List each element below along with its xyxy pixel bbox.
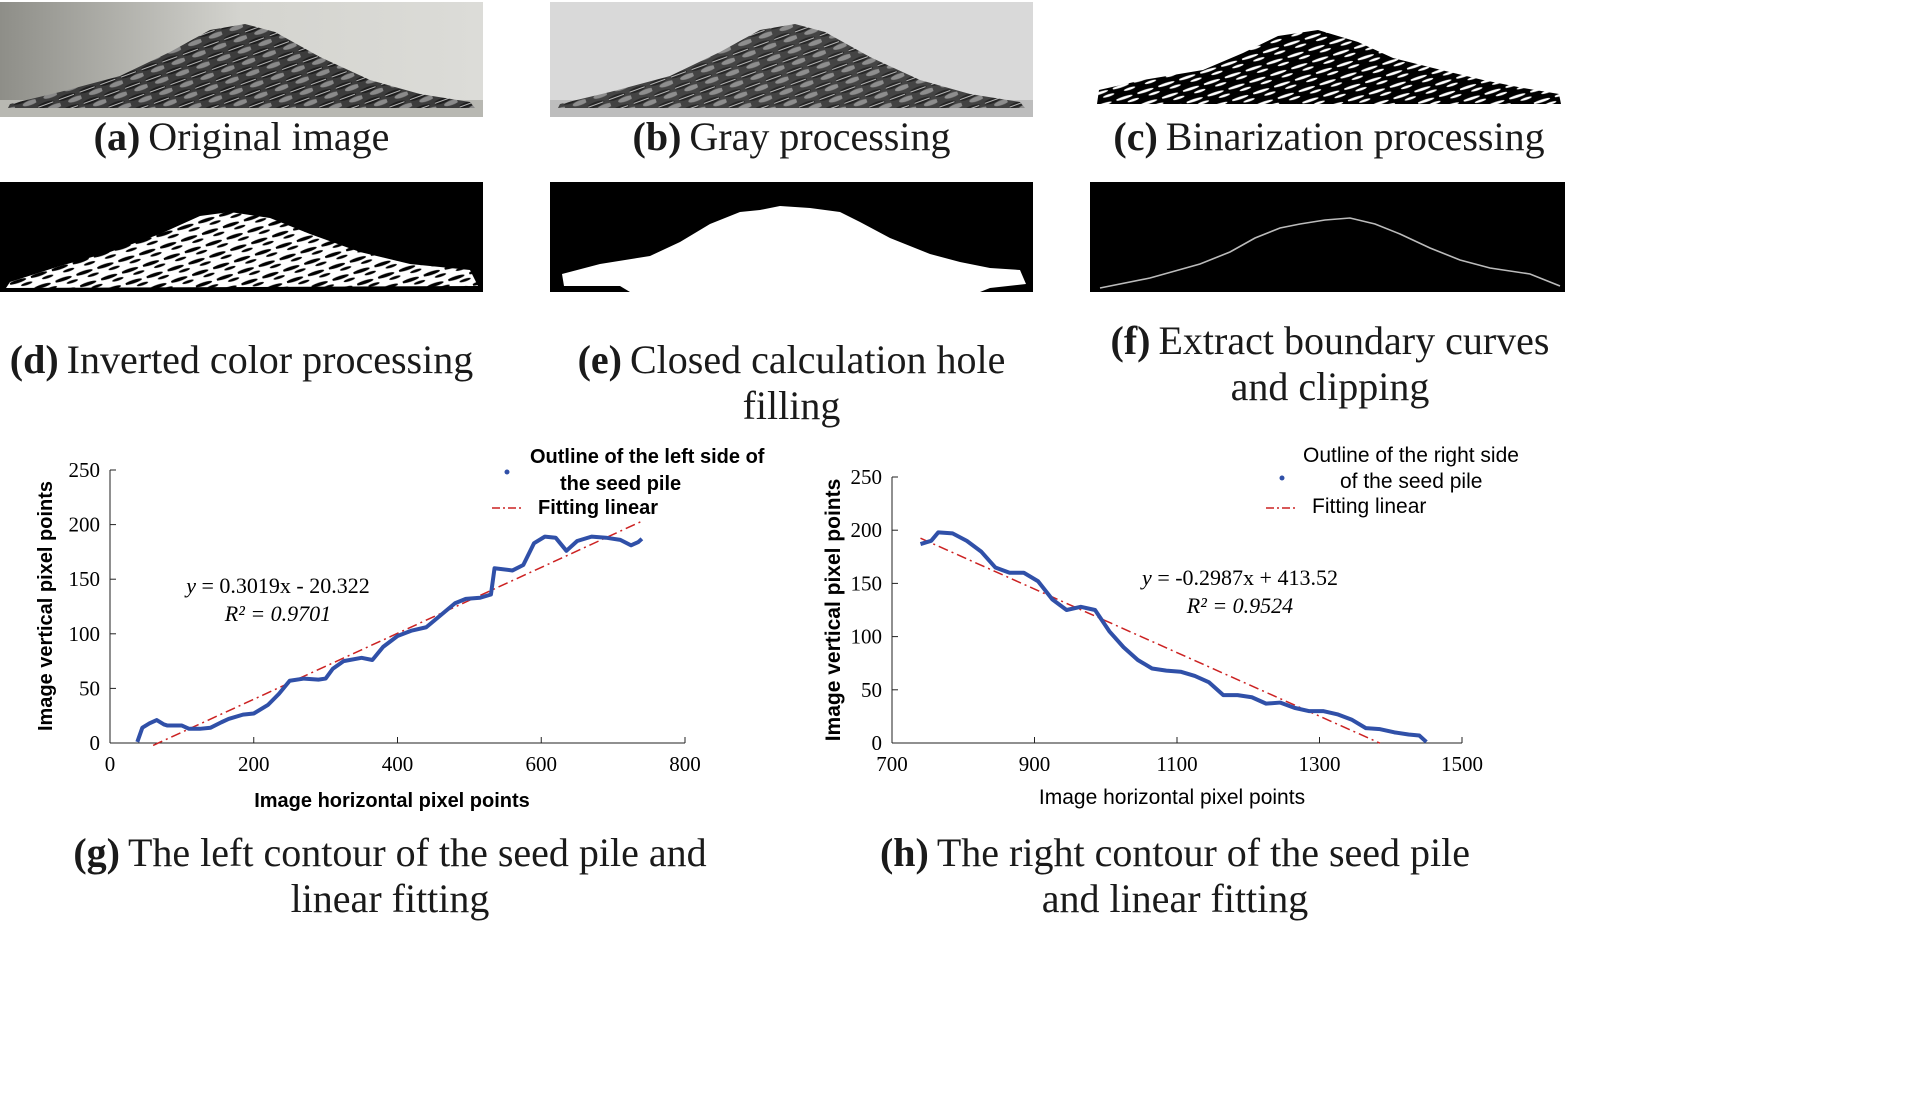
- image-gray: [550, 2, 1033, 117]
- image-binarized: [1093, 28, 1565, 108]
- y-tick-label: 200: [851, 518, 883, 542]
- legend-data-label: Outline of the right side of the seed pi…: [1303, 444, 1525, 493]
- x-tick-label: 1100: [1156, 752, 1197, 776]
- y-tick-label: 250: [851, 465, 883, 489]
- legend-fit-label: Fitting linear: [1312, 495, 1426, 518]
- fit-equation: y = 0.3019x - 20.322: [184, 573, 370, 598]
- image-original: [0, 2, 483, 117]
- fit-line: [920, 537, 1381, 744]
- y-tick-label: 200: [69, 513, 101, 537]
- legend-data-label: Outline of the left side of the seed pil…: [530, 446, 770, 495]
- x-tick-label: 800: [669, 752, 701, 776]
- data-curve: [919, 530, 1428, 744]
- fit-line: [152, 520, 643, 747]
- x-tick-label: 1500: [1441, 752, 1483, 776]
- legend-data-marker: [504, 469, 510, 475]
- x-axis-label: Image horizontal pixel points: [254, 790, 530, 812]
- x-tick-label: 900: [1019, 752, 1051, 776]
- image-boundary: [1090, 182, 1565, 292]
- plot-area: 0 200 400 600 800 0 50 100 150 200 250: [69, 458, 701, 776]
- legend-fit-label: Fitting linear: [538, 497, 658, 519]
- y-tick-label: 100: [69, 622, 101, 646]
- caption-a: (a) Original image: [93, 114, 390, 159]
- y-tick-label: 50: [861, 678, 882, 702]
- y-tick-label: 150: [69, 567, 101, 591]
- y-tick-label: 150: [851, 571, 883, 595]
- fit-r-squared: R² = 0.9701: [224, 601, 331, 626]
- caption-d: (d) Inverted color processing: [9, 337, 474, 382]
- legend-data-marker: [1279, 475, 1285, 481]
- y-axis-label: Image vertical pixel points: [35, 481, 57, 731]
- caption-c: (c) Binarization processing: [1113, 114, 1545, 159]
- y-tick-label: 0: [872, 731, 883, 755]
- x-tick-label: 400: [382, 752, 414, 776]
- legend: Outline of the right side of the seed pi…: [1266, 444, 1525, 518]
- fit-r-squared: R² = 0.9524: [1186, 593, 1293, 618]
- x-tick-label: 1300: [1299, 752, 1341, 776]
- caption-b: (b) Gray processing: [632, 114, 951, 159]
- y-tick-label: 250: [69, 458, 101, 482]
- chart-right-contour: 700 900 1100 1300 1500 0 50 100 150 200 250 Image…: [822, 444, 1525, 809]
- x-tick-label: 700: [876, 752, 908, 776]
- y-tick-label: 50: [79, 676, 100, 700]
- data-curve: [135, 534, 644, 743]
- plot-area: 700 900 1100 1300 1500 0 50 100 150 200 250: [851, 465, 1484, 776]
- y-axis-label: Image vertical pixel points: [822, 479, 845, 742]
- legend: Outline of the left side of the seed pil…: [492, 446, 770, 519]
- fit-equation: y = -0.2987x + 413.52: [1140, 565, 1338, 590]
- image-hole-filled: [550, 182, 1033, 292]
- y-tick-label: 0: [90, 731, 101, 755]
- y-tick-label: 100: [851, 625, 883, 649]
- caption-e: (e) Closed calculation hole filling: [577, 337, 1006, 428]
- caption-h: (h) The right contour of the seed pile an…: [879, 830, 1471, 921]
- image-inverted: [0, 182, 483, 292]
- chart-left-contour: 0 200 400 600 800 0 50 100 150 200 250 Image hori…: [35, 446, 770, 812]
- x-tick-label: 0: [105, 752, 116, 776]
- caption-f: (f) Extract boundary curves and clipping: [1110, 318, 1550, 409]
- caption-g: (g) The left contour of the seed pile and…: [73, 830, 707, 921]
- x-tick-label: 600: [526, 752, 558, 776]
- x-axis-label: Image horizontal pixel points: [1039, 786, 1305, 809]
- x-tick-label: 200: [238, 752, 270, 776]
